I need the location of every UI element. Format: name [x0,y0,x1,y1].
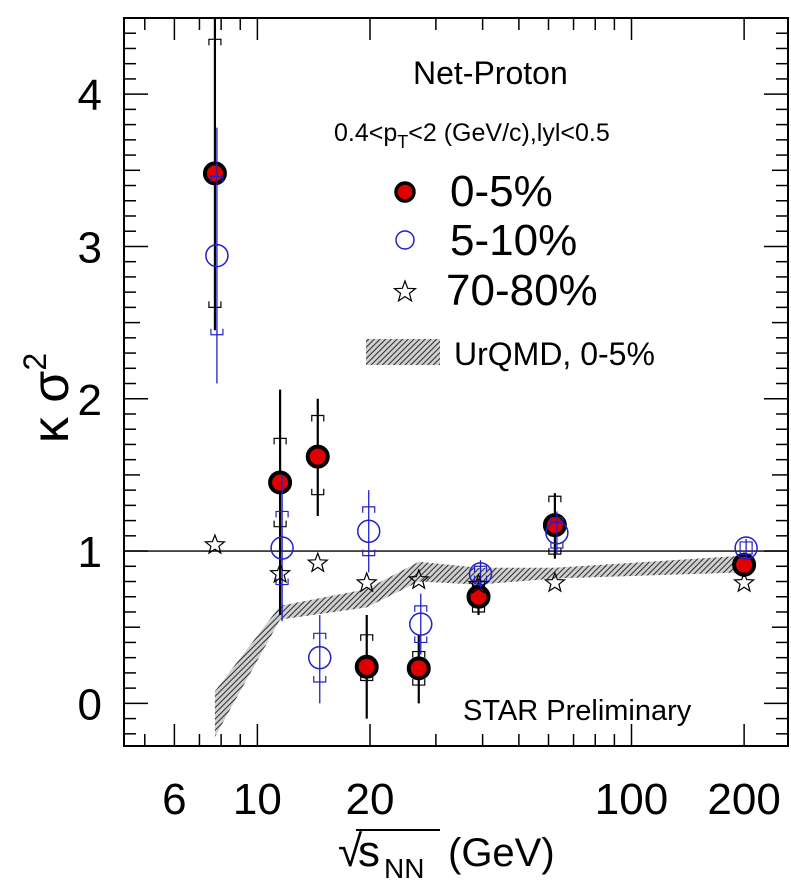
annotation-star-preliminary: STAR Preliminary [463,695,692,727]
legend-marker-0-5 [394,181,416,203]
y-axis-label: κ σ2 [17,353,80,443]
y-tick-label: 2 [78,376,102,425]
point-70-80 [467,572,490,595]
point-5-10 [205,243,229,268]
x-axis-label-unit: (GeV) [448,831,555,875]
tick-labels: 6 10 20 100 200 0 1 2 3 4 [78,71,781,824]
y-tick-label: 3 [78,223,102,272]
chart-subtitle: 0.4<pT<2 (GeV/c),lyl<0.5 [334,119,610,152]
plot-frame [123,17,789,747]
point-5-10 [270,536,294,560]
point-70-80 [407,568,430,590]
legend-label-70-80: 70-80% [446,266,598,315]
urqmd-band [214,555,745,737]
subtitle-sub: T [397,132,408,152]
point-0-5 [354,654,379,679]
point-0-5 [466,584,491,609]
x-axis-label-sub: NN [384,853,424,880]
y-tick-label: 0 [78,680,102,729]
x-axis-label: √ s NN (GeV) [338,827,555,880]
point-0-5 [406,656,431,681]
y-tick-label: 1 [78,528,102,577]
data-points [202,18,758,719]
point-5-10 [356,519,381,544]
x-axis-root-symbol: √ [338,827,363,876]
point-70-80 [203,533,227,555]
point-5-10 [308,645,332,670]
legend-label-0-5: 0-5% [450,167,553,216]
urqmd-band-layer [214,555,745,737]
x-tick-label: 6 [162,775,186,824]
point-5-10 [468,562,493,586]
legend-label-5-10: 5-10% [450,216,577,265]
point-70-80 [543,571,567,593]
subtitle-part-b: <2 (GeV/c),lyl<0.5 [408,119,609,147]
point-0-5 [305,444,330,469]
y-tick-label: 4 [78,71,102,120]
point-70-80 [306,551,329,573]
axis-ticks [124,17,788,746]
point-70-80 [268,562,292,584]
point-0-5 [268,470,293,495]
y-axis-label-sup: 2 [17,353,53,371]
point-5-10 [545,521,569,545]
point-5-10 [409,612,433,636]
legend-marker-70-80 [392,279,418,303]
chart-title: Net-Proton [413,55,568,91]
x-tick-label: 10 [233,775,282,824]
point-70-80 [355,571,378,593]
point-0-5 [202,161,227,186]
x-tick-label: 200 [707,775,780,824]
legend-marker-urqmd [366,339,440,365]
y-axis-label-base: κ σ [22,371,80,444]
point-70-80 [732,571,756,593]
x-tick-label: 20 [346,775,395,824]
legend: 0-5% 5-10% 70-80% UrQMD, 0-5% [366,167,655,372]
point-0-5 [542,513,567,538]
legend-label-urqmd: UrQMD, 0-5% [454,336,655,372]
x-tick-label: 100 [595,775,668,824]
x-axis-label-s: s [358,827,380,876]
legend-marker-5-10 [395,230,415,250]
point-5-10 [734,536,758,560]
subtitle-part-a: 0.4<p [334,119,397,147]
